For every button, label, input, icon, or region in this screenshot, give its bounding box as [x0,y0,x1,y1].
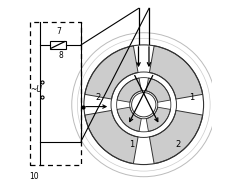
Text: 8: 8 [58,51,63,60]
Wedge shape [117,107,141,131]
Text: 1: 1 [189,93,194,102]
Wedge shape [146,78,170,102]
Circle shape [132,93,156,117]
Wedge shape [149,110,203,164]
Text: 1: 1 [129,140,134,149]
Text: 10: 10 [30,172,39,181]
Wedge shape [149,46,203,99]
Wedge shape [146,107,170,131]
Text: 7: 7 [56,27,61,36]
Wedge shape [85,46,138,99]
Bar [50,41,66,49]
Bar [30,22,81,165]
Text: 2: 2 [176,140,181,149]
Wedge shape [85,110,138,164]
Text: 2: 2 [95,93,100,102]
Wedge shape [117,78,141,102]
Text: ~U: ~U [31,85,43,94]
